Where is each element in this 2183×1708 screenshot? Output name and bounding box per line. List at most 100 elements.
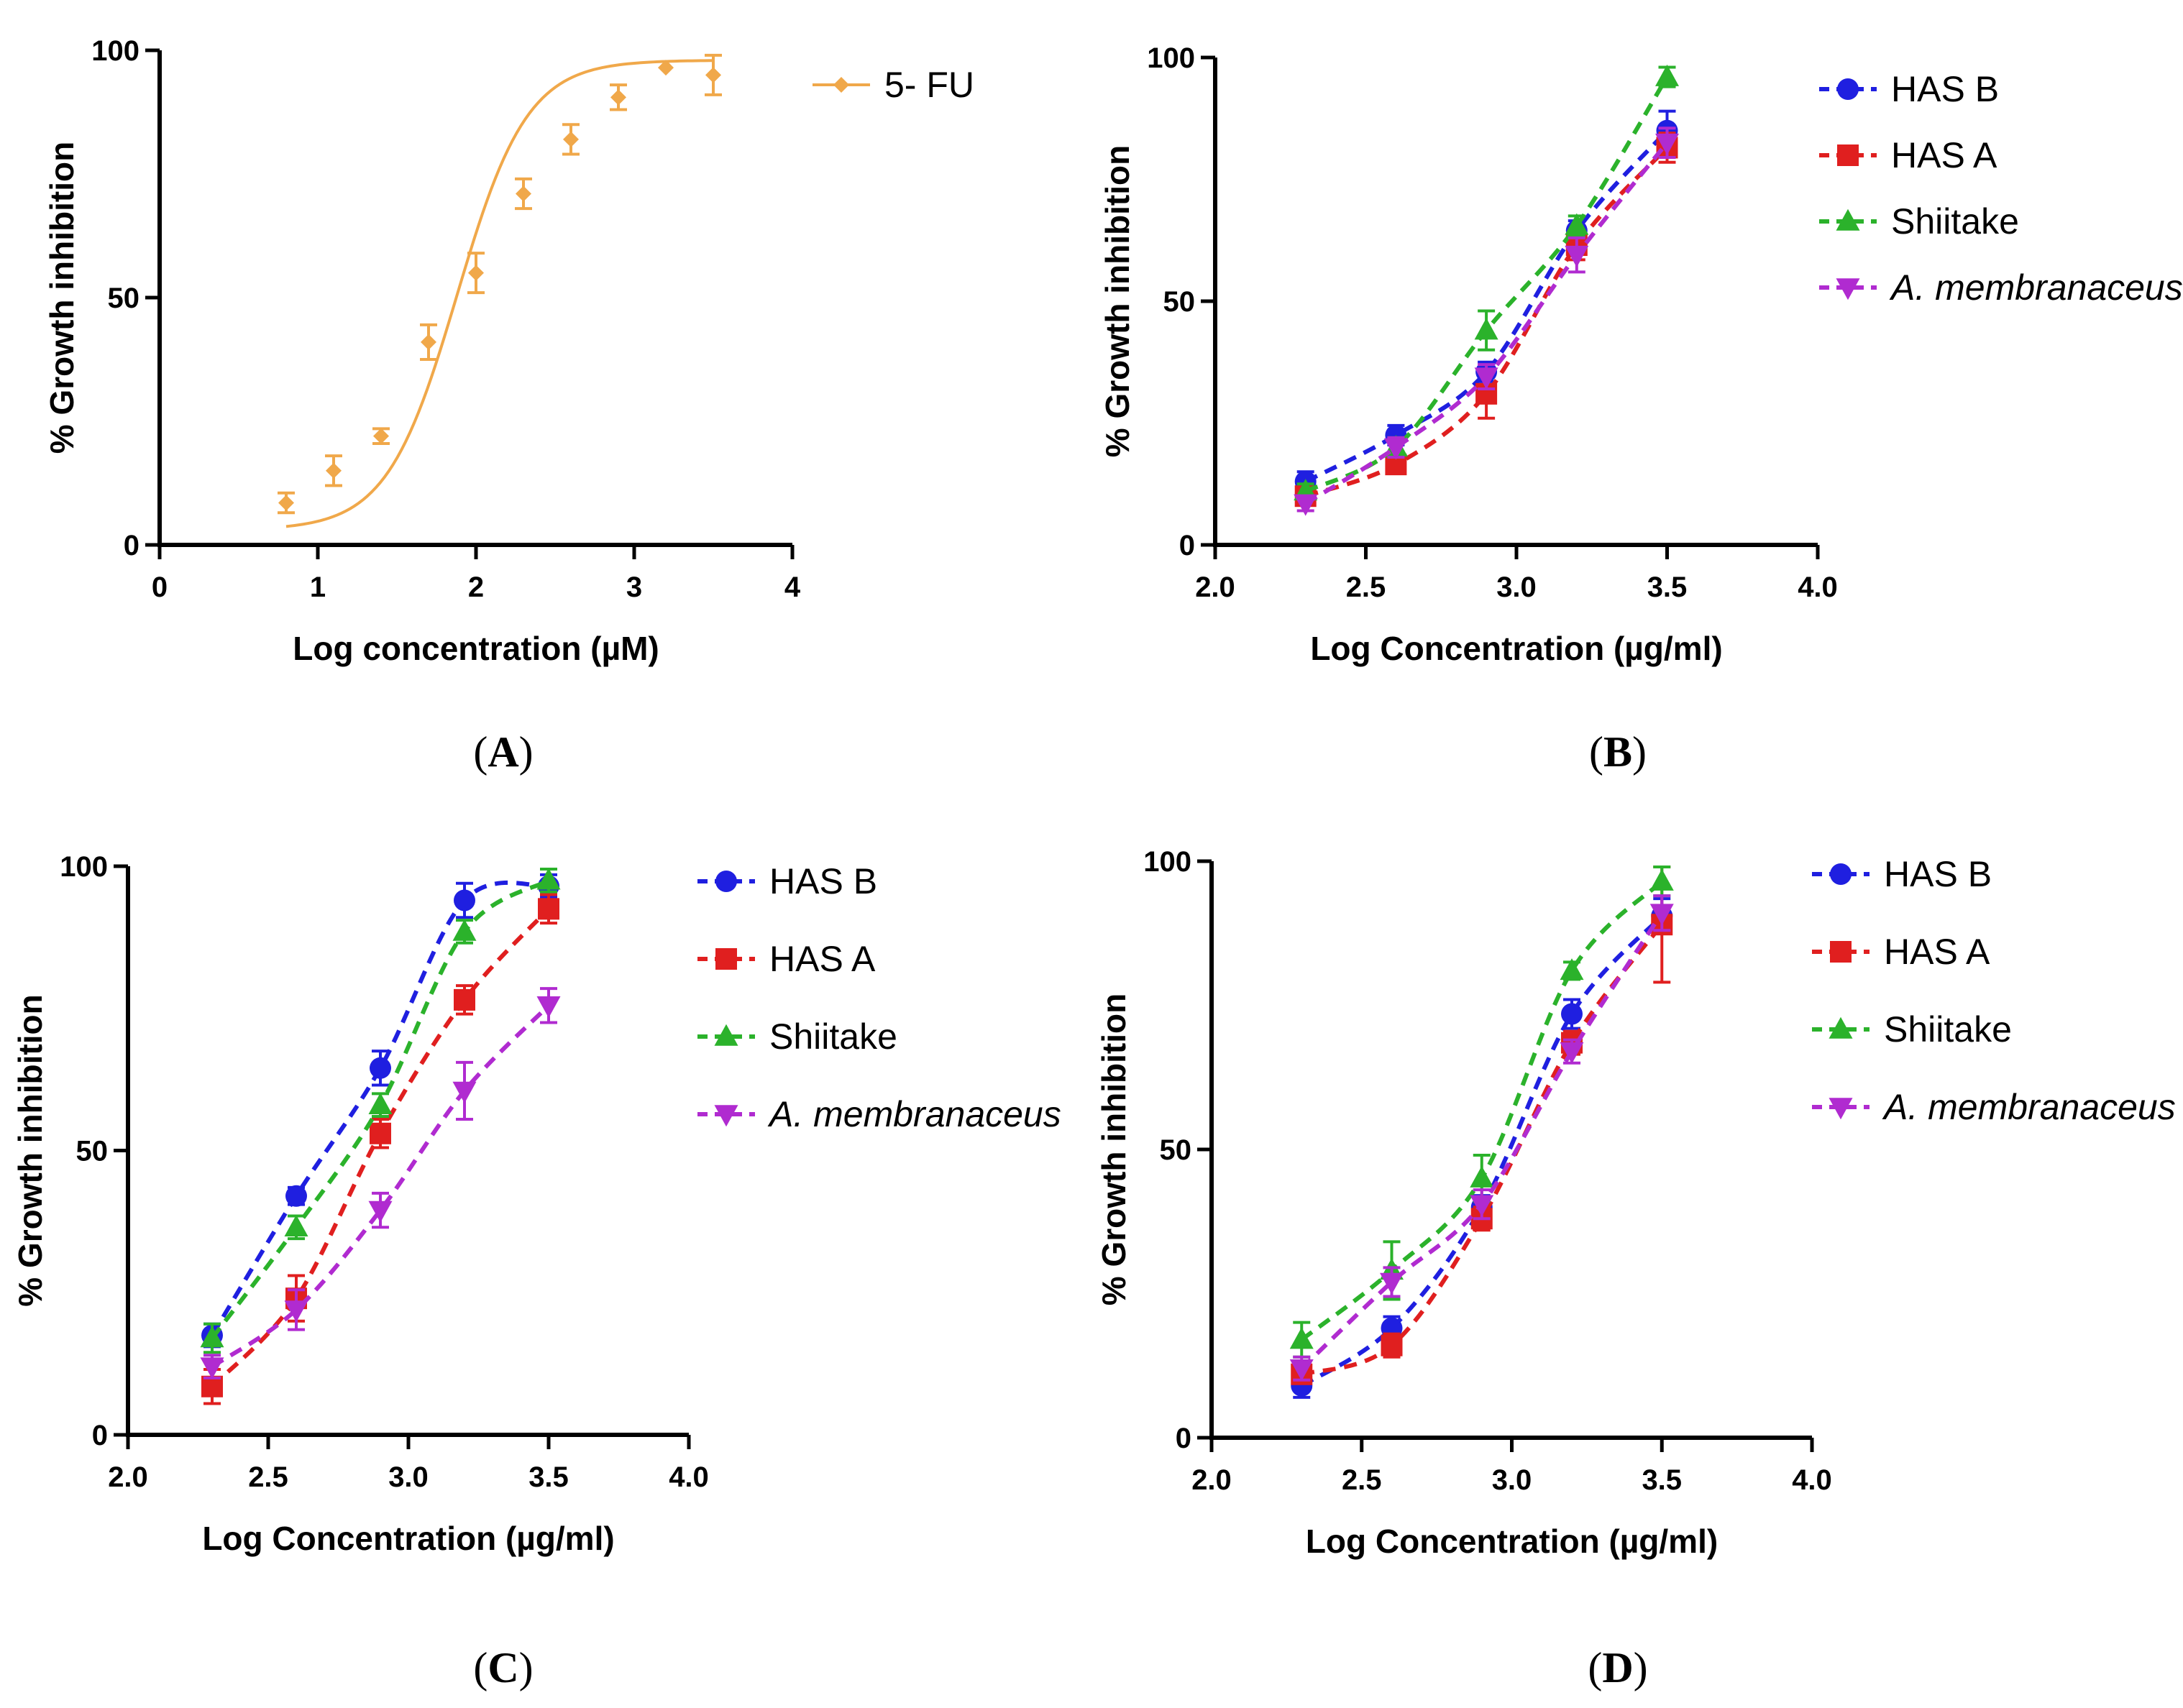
y-tick-label: 0 [124, 530, 139, 561]
x-tick-label: 2.0 [1191, 1464, 1232, 1496]
x-axis-title: Log Concentration (µg/ml) [202, 1520, 614, 1557]
x-tick-label: 4.0 [1792, 1464, 1832, 1496]
data-point [284, 1300, 308, 1323]
legend-entry-has-a: HAS A [1812, 932, 1990, 972]
y-tick-label: 100 [1143, 846, 1191, 878]
data-point [368, 1092, 393, 1114]
y-tick-label: 100 [91, 35, 139, 67]
panel-caption: (C) [473, 1644, 533, 1691]
y-tick-label: 50 [108, 283, 140, 314]
data-point [1294, 494, 1318, 516]
series-line [1304, 75, 1670, 494]
series-shiitake [1294, 64, 1679, 501]
series-shiitake [200, 867, 561, 1354]
legend-label: Shiitake [1884, 1009, 2012, 1050]
x-tick-label: 4 [784, 571, 801, 603]
x-axis-title: Log Concentration (µg/ml) [1310, 630, 1722, 667]
data-point [284, 1215, 308, 1237]
series-line [211, 1004, 551, 1369]
x-tick-label: 2.5 [248, 1461, 288, 1493]
data-point [285, 1185, 307, 1207]
data-point [200, 1326, 224, 1348]
data-point [1565, 213, 1589, 235]
legend-entry-a-membranaceus: A. membranaceus [1819, 267, 2183, 308]
data-point [1649, 868, 1674, 891]
x-tick-label: 2.0 [108, 1461, 148, 1493]
legend-entry-shiitake: Shiitake [697, 1016, 897, 1057]
data-point [516, 185, 531, 202]
data-point [452, 1081, 477, 1103]
x-tick-label: 3.0 [1492, 1464, 1532, 1496]
data-point [454, 889, 475, 912]
legend-entry-has-a: HAS A [1819, 135, 1997, 175]
data-point [373, 428, 389, 444]
legend-label: HAS B [769, 861, 877, 901]
data-point [1470, 1195, 1494, 1217]
data-point [368, 1200, 393, 1223]
data-point [370, 1057, 391, 1079]
data-point [326, 462, 342, 479]
legend-marker [714, 1105, 738, 1127]
legend-label: 5- FU [884, 65, 974, 105]
legend-entry-has-b: HAS B [1819, 69, 1999, 109]
series-has-a [1291, 866, 1673, 1385]
data-point [1381, 1334, 1403, 1356]
data-point [452, 919, 477, 941]
y-tick-label: 0 [1176, 1423, 1191, 1454]
legend-marker [714, 1024, 738, 1046]
y-tick-label: 50 [1160, 1134, 1192, 1166]
data-point [1561, 1003, 1583, 1025]
x-tick-label: 3.0 [1496, 571, 1537, 603]
legend-marker [1837, 144, 1859, 166]
data-point [1289, 1359, 1314, 1382]
y-axis-title: % Growth inhibition [1095, 993, 1132, 1305]
series-line [1300, 879, 1664, 1342]
y-tick-label: 100 [60, 851, 108, 883]
data-point [1560, 958, 1584, 981]
x-tick-label: 3 [626, 571, 642, 603]
legend-label: A. membranaceus [767, 1094, 1061, 1134]
legend-label: HAS A [1884, 932, 1990, 972]
series-line [1304, 141, 1669, 505]
legend-label: A. membranaceus [1882, 1087, 2176, 1127]
series-a-membranaceus [1289, 894, 1674, 1382]
legend-marker [1829, 1098, 1853, 1120]
data-point [468, 265, 484, 281]
data-point [370, 1122, 391, 1144]
legend-entry-has-b: HAS B [1812, 854, 1992, 894]
data-point [278, 495, 294, 511]
legend-marker [1836, 278, 1860, 300]
data-point [1470, 1165, 1494, 1188]
x-axis-title: Log Concentration (µg/ml) [1306, 1523, 1718, 1560]
series-line [210, 880, 549, 1337]
legend-label: HAS A [1891, 135, 1997, 175]
legend-label: HAS B [1884, 854, 1992, 894]
chart-panel-c: 2.0 2.5 3.0 3.5 4.0 0 50 100 Log Concentration (… [12, 851, 1061, 1691]
legend-entry-has-b: HAS B [697, 861, 877, 901]
legend-label: A. membranaceus [1889, 267, 2183, 308]
legend-label: HAS A [769, 939, 876, 979]
legend-entry-shiitake: Shiitake [1812, 1009, 2012, 1050]
data-point [1474, 318, 1498, 340]
data-point [536, 868, 561, 890]
y-axis-title: % Growth inhibition [43, 142, 81, 454]
legend-label: Shiitake [1891, 201, 2019, 242]
data-point [454, 988, 475, 1011]
axes [157, 50, 792, 547]
series-line [1304, 146, 1669, 499]
panel-caption: (B) [1589, 728, 1647, 776]
x-tick-label: 2.5 [1346, 571, 1386, 603]
data-point [705, 67, 721, 83]
series-line [1300, 912, 1664, 1370]
legend-entry-has-a: HAS A [697, 939, 876, 979]
data-point [200, 1357, 224, 1379]
legend-marker [1830, 863, 1852, 885]
data-point [536, 996, 561, 1019]
legend-label: HAS B [1891, 69, 1999, 109]
series-5-fu [278, 53, 722, 528]
data-point [538, 898, 559, 920]
chart-panel-a: 0 1 2 3 4 0 50 100 Log concentration (µM) % Growt… [43, 35, 974, 776]
data-point [1380, 1272, 1404, 1295]
series-shiitake [1289, 866, 1674, 1359]
